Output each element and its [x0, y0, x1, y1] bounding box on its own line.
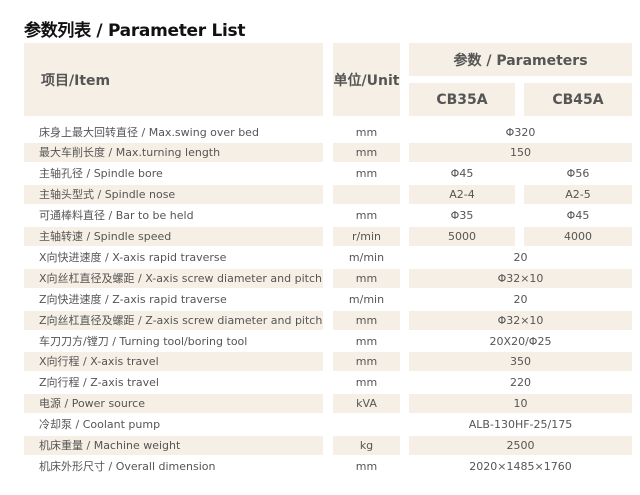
row-value: ALB-130HF-25/175: [468, 418, 573, 432]
row-item: 电源 / Power source: [24, 394, 323, 414]
row-unit: mm: [333, 143, 400, 163]
row-value: 2020×1485×1760: [469, 459, 572, 473]
row-unit: mm: [333, 310, 400, 330]
row-value: 10: [409, 394, 632, 414]
row-value: 150: [409, 143, 632, 163]
row-value-cb45a: A2-5: [524, 185, 632, 205]
table-row: 机床重量 / Machine weight kg 2500: [0, 435, 640, 456]
row-value: 20: [513, 292, 528, 306]
table-row: Z向快进速度 / Z-axis rapid traverse m/min 20: [0, 289, 640, 310]
row-value-cb35a: A2-4: [409, 185, 515, 205]
row-unit: mm: [355, 459, 378, 473]
row-value: 20X20/Φ25: [489, 334, 552, 348]
row-value-cb35a: Φ35: [450, 209, 474, 223]
table-row: 主轴头型式 / Spindle nose A2-4 A2-5: [0, 184, 640, 205]
row-unit: [333, 185, 400, 205]
row-item: 床身上最大回转直径 / Max.swing over bed: [39, 125, 259, 139]
table-row: 床身上最大回转直径 / Max.swing over bed mm Φ320: [0, 122, 640, 143]
row-value-cb45a: Φ45: [566, 209, 590, 223]
row-value: 20: [513, 250, 528, 264]
table-row: 车刀刀方/镗刀 / Turning tool/boring tool mm 20X2…: [0, 331, 640, 352]
row-unit: [333, 415, 400, 434]
row-item: 主轴转速 / Spindle speed: [24, 227, 323, 246]
table-row: X向快进速度 / X-axis rapid traverse m/min 20: [0, 247, 640, 268]
row-unit: kg: [333, 436, 400, 455]
table-row: 电源 / Power source kVA 10: [0, 393, 640, 414]
header-item: 项目/Item: [24, 43, 323, 116]
row-unit: mm: [333, 352, 400, 372]
row-item: X向丝杠直径及螺距 / X-axis screw diameter and pi…: [24, 268, 323, 288]
row-value: Φ32×10: [409, 310, 632, 330]
row-value: 2500: [409, 436, 632, 455]
row-item: 最大车削长度 / Max.turning length: [24, 143, 323, 163]
table-row: Z向行程 / Z-axis travel mm 220: [0, 372, 640, 393]
table-row: 机床外形尺寸 / Overall dimension mm 2020×1485×17…: [0, 456, 640, 477]
row-unit: m/min: [348, 250, 385, 264]
table-row: 可通棒料直径 / Bar to be held mm Φ35 Φ45: [0, 205, 640, 226]
row-item: 主轴头型式 / Spindle nose: [24, 185, 323, 205]
row-item: Z向行程 / Z-axis travel: [39, 376, 159, 390]
table-row: 冷却泵 / Coolant pump ALB-130HF-25/175: [0, 414, 640, 435]
row-value-cb45a: 4000: [524, 227, 632, 246]
row-unit: m/min: [348, 292, 385, 306]
row-value: Φ320: [505, 125, 536, 139]
row-item: 机床外形尺寸 / Overall dimension: [39, 459, 216, 473]
row-item: X向快进速度 / X-axis rapid traverse: [39, 250, 227, 264]
row-unit: r/min: [333, 227, 400, 246]
header-model-cb35a: CB35A: [409, 83, 515, 116]
row-item: 可通棒料直径 / Bar to be held: [39, 209, 194, 223]
row-item: Z向丝杠直径及螺距 / Z-axis screw diameter and pi…: [24, 310, 323, 330]
row-item: 车刀刀方/镗刀 / Turning tool/boring tool: [39, 334, 248, 348]
row-item: Z向快进速度 / Z-axis rapid traverse: [39, 292, 227, 306]
row-unit: mm: [355, 376, 378, 390]
page-title: 参数列表 / Parameter List: [24, 21, 246, 41]
row-unit: mm: [355, 334, 378, 348]
row-unit: mm: [355, 167, 378, 181]
table-row: Z向丝杠直径及螺距 / Z-axis screw diameter and pi…: [0, 310, 640, 331]
row-unit: mm: [333, 268, 400, 288]
row-item: 主轴孔径 / Spindle bore: [39, 167, 163, 181]
header-unit: 单位/Unit: [333, 43, 400, 116]
header-parameters: 参数 / Parameters: [409, 43, 632, 76]
table-row: 主轴转速 / Spindle speed r/min 5000 4000: [0, 226, 640, 247]
header-model-cb45a: CB45A: [524, 83, 632, 116]
row-value: 350: [409, 352, 632, 372]
row-item: X向行程 / X-axis travel: [24, 352, 323, 372]
table-row: 主轴孔径 / Spindle bore mm Φ45 Φ56: [0, 163, 640, 184]
row-unit: mm: [355, 209, 378, 223]
table-row: X向丝杠直径及螺距 / X-axis screw diameter and pi…: [0, 268, 640, 289]
table-row: 最大车削长度 / Max.turning length mm 150: [0, 142, 640, 163]
row-item: 机床重量 / Machine weight: [24, 436, 323, 455]
row-value: Φ32×10: [409, 268, 632, 288]
row-value-cb35a: 5000: [409, 227, 515, 246]
row-item: 冷却泵 / Coolant pump: [39, 418, 161, 432]
row-unit: kVA: [333, 394, 400, 414]
row-value-cb45a: Φ56: [566, 167, 590, 181]
row-value-cb35a: Φ45: [450, 167, 474, 181]
table-row: X向行程 / X-axis travel mm 350: [0, 351, 640, 372]
row-unit: mm: [355, 125, 378, 139]
row-value: 220: [510, 376, 531, 390]
